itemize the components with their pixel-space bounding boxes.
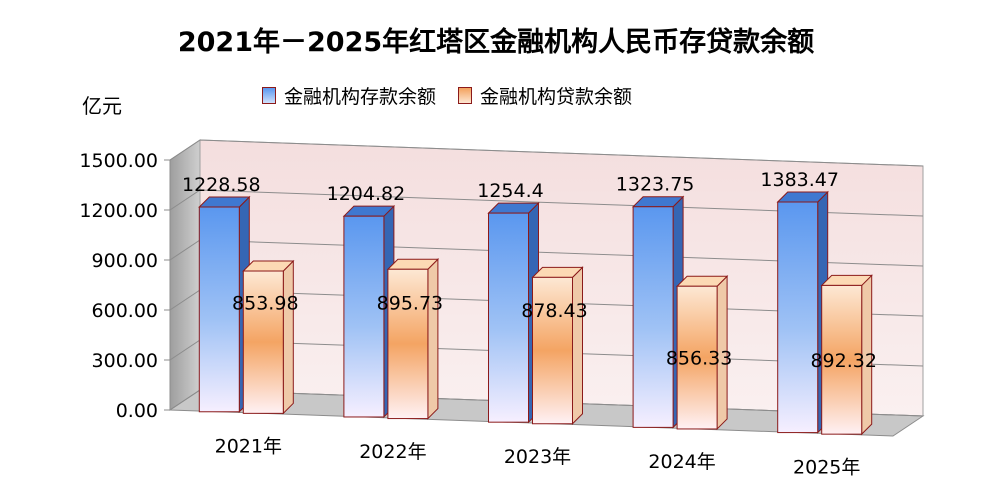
legend-swatch-deposit — [262, 87, 276, 104]
data-label-loan: 878.43 — [521, 300, 587, 322]
bar-front — [198, 206, 240, 413]
y-tick-label: 1500.00 — [79, 150, 158, 172]
bar-front — [532, 276, 573, 425]
gridline — [169, 139, 924, 167]
chart-title: 2021年－2025年红塔区金融机构人民币存贷款余额 — [177, 27, 815, 58]
data-label-deposit: 1383.47 — [760, 169, 839, 191]
bar-front — [821, 284, 863, 435]
data-label-deposit: 1204.82 — [327, 183, 406, 205]
x-tick-label: 2025年 — [793, 456, 860, 478]
legend: 金融机构存款余额 金融机构贷款余额 — [262, 82, 632, 109]
bar-side — [427, 258, 439, 420]
data-label-deposit: 1323.75 — [616, 174, 695, 196]
bar-loan — [820, 274, 873, 436]
bar-front — [632, 206, 674, 428]
data-label-loan: 856.33 — [666, 348, 732, 370]
bar-deposit — [776, 190, 829, 434]
data-label-loan: 892.32 — [810, 350, 876, 372]
y-axis-unit-label: 亿元 — [82, 94, 122, 118]
legend-label-loan: 金融机构贷款余额 — [480, 86, 633, 108]
bar-side — [282, 259, 294, 415]
data-label-loan: 895.73 — [377, 293, 443, 315]
legend-swatch-loan — [458, 87, 473, 104]
y-tick-label: 900.00 — [92, 250, 158, 272]
data-labels: 1228.58 853.98 1204.82 895.73 1254.4 878.43 13… — [182, 169, 877, 372]
bar-front — [676, 285, 718, 430]
y-tick-label: 300.00 — [92, 350, 158, 372]
y-tick-label: 1200.00 — [79, 200, 158, 222]
bar-front — [488, 212, 529, 423]
legend-item-loan: 金融机构贷款余额 — [458, 82, 632, 109]
y-tick-labels: 0.00 300.00 600.00 900.00 1200.00 1500.00 — [79, 150, 170, 422]
x-tick-label: 2021年 — [215, 436, 282, 458]
bar-loan — [675, 275, 729, 431]
bar-front — [343, 215, 385, 418]
bar-deposit — [631, 195, 685, 429]
y-tick-label: 600.00 — [92, 300, 158, 322]
x-tick-label: 2024年 — [648, 451, 715, 473]
bar-loan — [386, 258, 440, 420]
bar-loan — [242, 259, 295, 415]
bar-side — [572, 266, 583, 425]
bar-front — [387, 268, 429, 420]
legend-item-deposit: 金融机构存款余额 — [262, 82, 436, 109]
x-tick-label: 2023年 — [504, 446, 571, 468]
data-label-loan: 853.98 — [232, 292, 298, 314]
bar-loan — [531, 266, 584, 425]
bar-front — [242, 270, 284, 414]
legend-label-deposit: 金融机构存款余额 — [284, 86, 437, 108]
y-tick-label: 0.00 — [116, 400, 158, 422]
x-tick-labels: 2021年 2022年 2023年 2024年 2025年 — [215, 436, 861, 479]
bars — [198, 190, 873, 436]
data-label-deposit: 1228.58 — [182, 174, 261, 196]
data-label-deposit: 1254.4 — [477, 180, 543, 202]
x-tick-label: 2022年 — [359, 441, 426, 463]
bar-front — [777, 201, 819, 434]
